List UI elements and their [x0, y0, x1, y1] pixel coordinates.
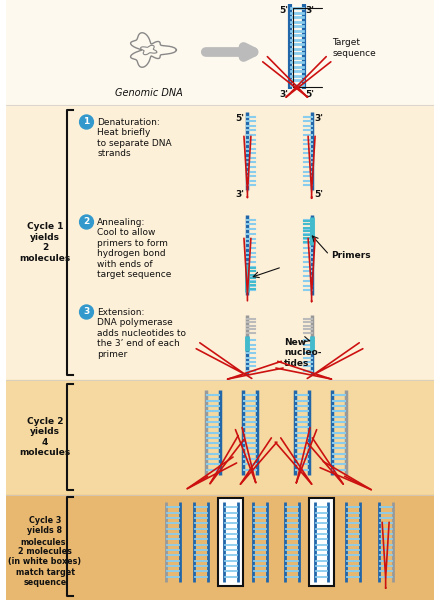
Text: 2: 2 — [83, 217, 89, 226]
Text: Extension:
DNA polymerase
adds nucleotides to
the 3’ end of each
primer: Extension: DNA polymerase adds nucleotid… — [97, 308, 186, 359]
Text: 5': 5' — [278, 6, 287, 15]
Text: 3: 3 — [83, 307, 89, 317]
Text: Annealing:
Cool to allow
primers to form
hydrogen bond
with ends of
target seque: Annealing: Cool to allow primers to form… — [97, 218, 171, 279]
Text: 5': 5' — [305, 90, 314, 99]
Text: Primers: Primers — [331, 251, 370, 259]
Text: Genomic DNA: Genomic DNA — [115, 88, 182, 98]
Bar — [6, 495, 434, 600]
Text: 3': 3' — [278, 90, 287, 99]
Text: Target
sequence: Target sequence — [332, 38, 375, 58]
Text: Denaturation:
Heat briefly
to separate DNA
strands: Denaturation: Heat briefly to separate D… — [97, 118, 171, 158]
Bar — [217, 498, 243, 586]
Bar — [308, 498, 334, 586]
Text: 5': 5' — [314, 190, 323, 199]
Circle shape — [79, 215, 93, 229]
Text: 3': 3' — [235, 190, 244, 199]
Text: 5': 5' — [235, 114, 244, 123]
Bar — [6, 0, 434, 105]
Bar — [6, 380, 434, 495]
Text: Cycle 2
yields
4
molecules: Cycle 2 yields 4 molecules — [20, 417, 70, 457]
Text: 1: 1 — [83, 118, 89, 127]
Text: 3': 3' — [314, 114, 323, 123]
Text: New
nucleo-
tides: New nucleo- tides — [283, 338, 321, 368]
Circle shape — [79, 305, 93, 319]
Circle shape — [79, 115, 93, 129]
Bar — [6, 105, 434, 380]
Text: Cycle 1
yields
2
molecules: Cycle 1 yields 2 molecules — [20, 223, 70, 263]
Text: 3': 3' — [305, 6, 314, 15]
Text: Cycle 3
yields 8
molecules;
2 molecules
(in white boxes)
match target
sequence: Cycle 3 yields 8 molecules; 2 molecules … — [9, 516, 82, 587]
